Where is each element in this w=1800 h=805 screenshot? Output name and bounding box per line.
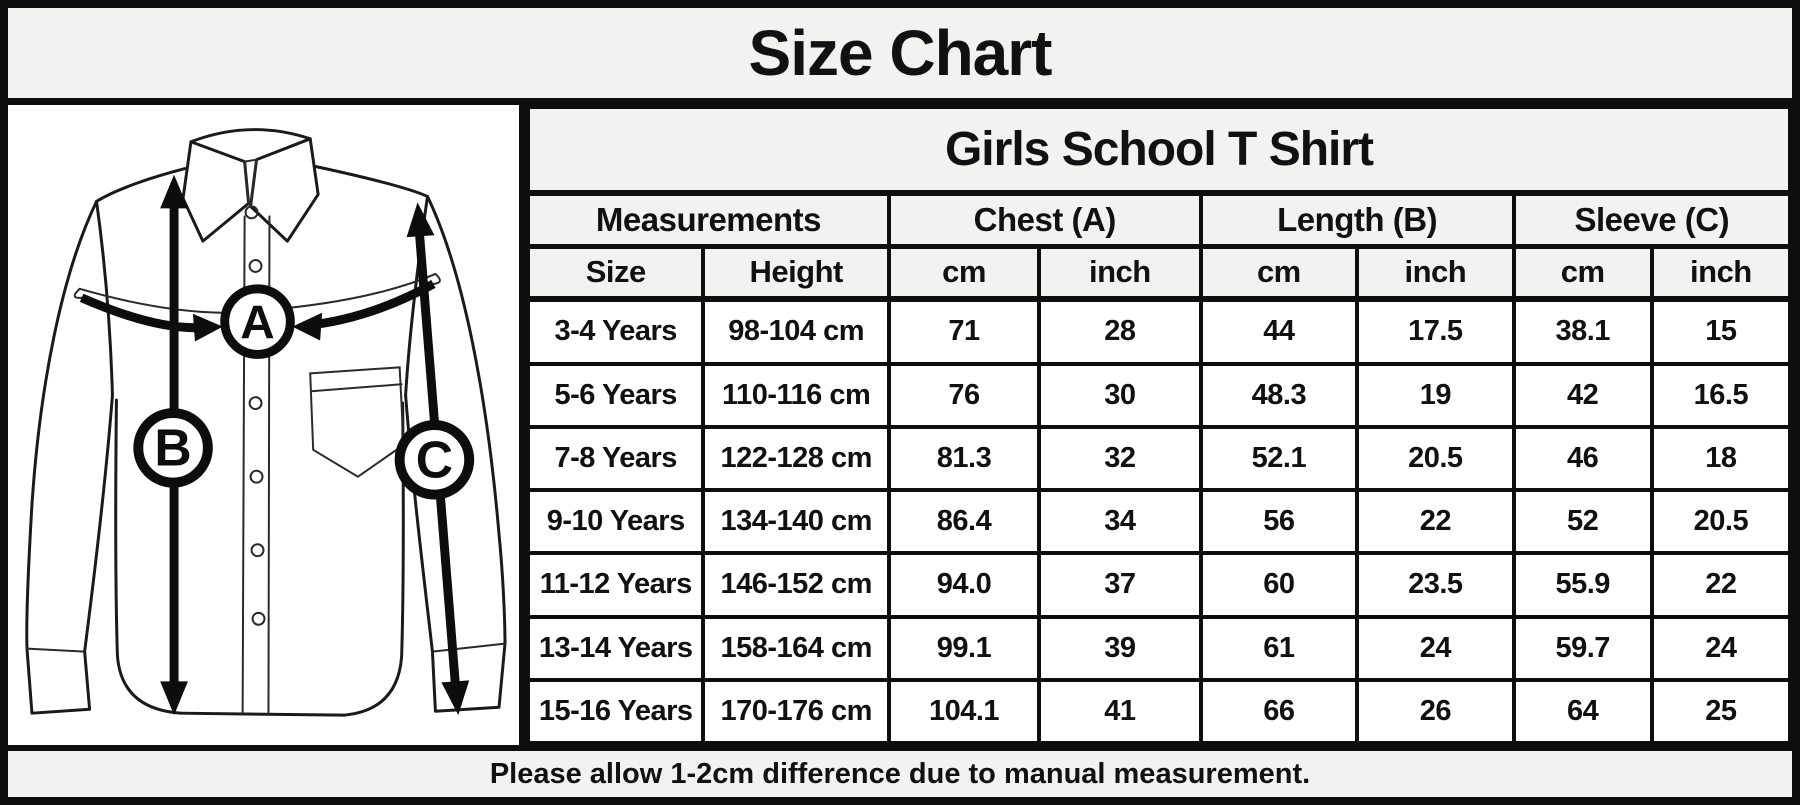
- column-header-sleeve-inch: inch: [1649, 244, 1793, 302]
- table-cell: 170-176 cm: [701, 677, 891, 746]
- product-title-row: Girls School T Shirt: [526, 105, 1792, 196]
- size-table-panel: Girls School T Shirt Measurements Chest …: [525, 105, 1793, 746]
- table-cell: 52: [1511, 488, 1654, 556]
- table-cell: 22: [1649, 551, 1793, 619]
- table-cell: 24: [1355, 614, 1516, 682]
- table-cell: 39: [1037, 614, 1203, 682]
- group-header-row: Measurements Chest (A) Length (B) Sleeve…: [526, 191, 1793, 249]
- chest-measure-marker: A: [73, 272, 441, 359]
- collar-icon: [181, 128, 320, 243]
- table-cell: 146-152 cm: [701, 551, 891, 619]
- sleeve-measure-marker: C: [394, 202, 475, 716]
- table-cell: 3-4 Years: [525, 297, 706, 366]
- table-cell: 11-12 Years: [525, 551, 706, 619]
- table-cell: 9-10 Years: [525, 488, 706, 556]
- group-header-measurements: Measurements: [526, 191, 891, 249]
- table-cell: 7-8 Years: [525, 425, 706, 493]
- table-cell: 5-6 Years: [525, 361, 706, 430]
- group-header-sleeve: Sleeve (C): [1511, 191, 1793, 249]
- table-cell: 134-140 cm: [701, 488, 891, 556]
- shirt-diagram-panel: A B C: [8, 105, 526, 745]
- table-cell: 15-16 Years: [525, 677, 706, 746]
- table-cell: 34: [1037, 488, 1203, 556]
- marker-b-label: B: [154, 419, 191, 477]
- column-header-chest-inch: inch: [1037, 244, 1203, 302]
- table-cell: 98-104 cm: [701, 297, 891, 366]
- table-cell: 32: [1037, 425, 1203, 493]
- table-cell: 30: [1037, 361, 1203, 430]
- group-header-chest: Chest (A): [886, 191, 1203, 249]
- group-header-length: Length (B): [1198, 191, 1516, 249]
- page-title: Size Chart: [748, 17, 1053, 89]
- table-row: 7-8 Years 122-128 cm 81.3 32 52.1 20.5 4…: [525, 425, 1793, 493]
- table-cell: 41: [1037, 677, 1203, 746]
- table-cell: 86.4: [886, 488, 1042, 556]
- product-title: Girls School T Shirt: [526, 105, 1792, 196]
- table-cell: 66: [1198, 677, 1360, 746]
- table-row: 11-12 Years 146-152 cm 94.0 37 60 23.5 5…: [525, 551, 1793, 619]
- table-cell: 13-14 Years: [525, 614, 706, 682]
- table-cell: 55.9: [1511, 551, 1654, 619]
- table-cell: 46: [1511, 425, 1654, 493]
- table-cell: 56: [1198, 488, 1360, 556]
- shirt-diagram: A B C: [25, 128, 507, 717]
- table-cell: 94.0: [886, 551, 1042, 619]
- table-cell: 18: [1649, 425, 1793, 493]
- table-row: 3-4 Years 98-104 cm 71 28 44 17.5 38.1 1…: [525, 297, 1793, 366]
- title-bar: Size Chart: [8, 8, 1792, 105]
- table-cell: 17.5: [1355, 297, 1516, 366]
- table-cell: 71: [886, 297, 1042, 366]
- size-table: Girls School T Shirt Measurements Chest …: [525, 105, 1793, 746]
- table-cell: 20.5: [1355, 425, 1516, 493]
- column-header-length-inch: inch: [1355, 244, 1516, 302]
- table-cell: 59.7: [1511, 614, 1654, 682]
- table-cell: 23.5: [1355, 551, 1516, 619]
- column-header-chest-cm: cm: [886, 244, 1042, 302]
- footer-note-bar: Please allow 1-2cm difference due to man…: [8, 745, 1792, 797]
- table-cell: 99.1: [886, 614, 1042, 682]
- button-placket-icon: [241, 205, 271, 716]
- length-measure-marker: B: [133, 174, 213, 716]
- measurement-disclaimer: Please allow 1-2cm difference due to man…: [489, 757, 1311, 790]
- table-cell: 20.5: [1649, 488, 1793, 556]
- table-cell: 60: [1198, 551, 1360, 619]
- table-cell: 15: [1649, 297, 1793, 366]
- table-cell: 104.1: [886, 677, 1042, 746]
- table-cell: 122-128 cm: [701, 425, 891, 493]
- table-cell: 26: [1355, 677, 1516, 746]
- table-cell: 110-116 cm: [701, 361, 891, 430]
- table-cell: 52.1: [1198, 425, 1360, 493]
- column-header-height: Height: [701, 244, 891, 302]
- table-row: 13-14 Years 158-164 cm 99.1 39 61 24 59.…: [525, 614, 1793, 682]
- table-cell: 76: [886, 361, 1042, 430]
- table-cell: 28: [1037, 297, 1203, 366]
- table-cell: 25: [1649, 677, 1793, 746]
- table-cell: 19: [1355, 361, 1516, 430]
- column-header-length-cm: cm: [1198, 244, 1360, 302]
- table-cell: 158-164 cm: [701, 614, 891, 682]
- table-cell: 24: [1649, 614, 1793, 682]
- marker-c-label: C: [416, 431, 453, 489]
- table-cell: 44: [1198, 297, 1360, 366]
- table-cell: 81.3: [886, 425, 1042, 493]
- column-header-sleeve-cm: cm: [1511, 244, 1654, 302]
- marker-a-label: A: [240, 297, 274, 350]
- table-cell: 42: [1511, 361, 1654, 430]
- table-cell: 61: [1198, 614, 1360, 682]
- table-cell: 48.3: [1198, 361, 1360, 430]
- column-header-row: Size Height cm inch cm inch cm inch: [525, 244, 1793, 302]
- pocket-icon: [309, 366, 405, 478]
- column-header-size: Size: [525, 244, 706, 302]
- table-cell: 38.1: [1511, 297, 1654, 366]
- main-content: A B C: [8, 105, 1793, 746]
- table-row: 15-16 Years 170-176 cm 104.1 41 66 26 64…: [525, 677, 1793, 746]
- table-row: 5-6 Years 110-116 cm 76 30 48.3 19 42 16…: [525, 361, 1793, 430]
- table-row: 9-10 Years 134-140 cm 86.4 34 56 22 52 2…: [525, 488, 1793, 556]
- table-cell: 37: [1037, 551, 1203, 619]
- table-cell: 22: [1355, 488, 1516, 556]
- table-cell: 16.5: [1649, 361, 1793, 430]
- table-cell: 64: [1511, 677, 1654, 746]
